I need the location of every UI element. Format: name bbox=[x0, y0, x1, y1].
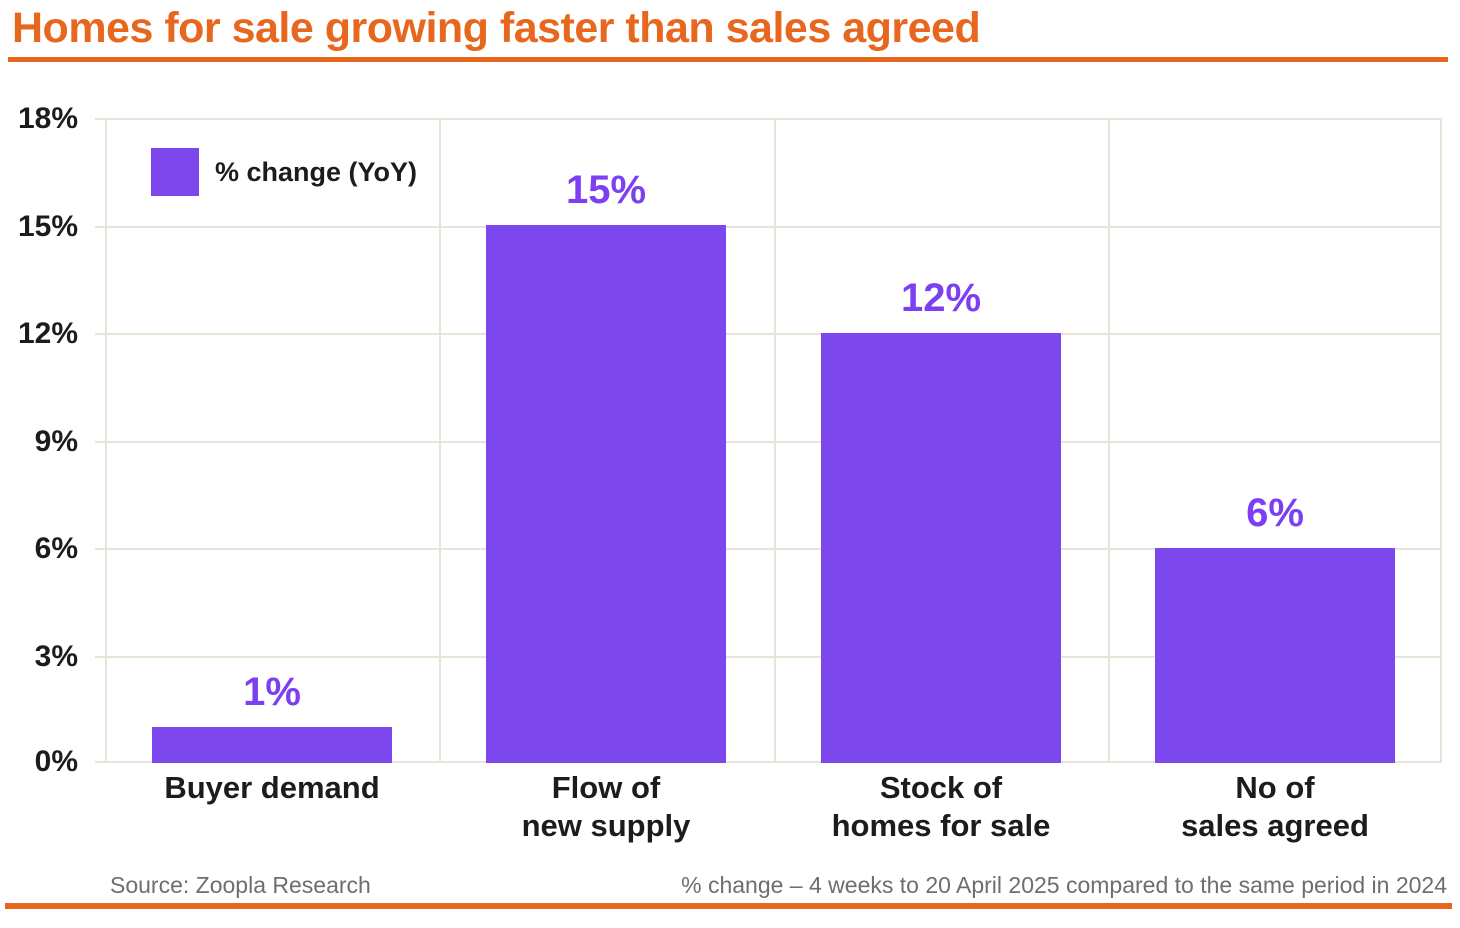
bar-1 bbox=[152, 727, 392, 763]
x-category-label-1: Buyer demand bbox=[164, 770, 380, 805]
y-axis-tick bbox=[95, 548, 105, 550]
chart-title: Homes for sale growing faster than sales… bbox=[12, 4, 981, 52]
gridline-h-15 bbox=[105, 226, 1442, 228]
y-tick-label: 12% bbox=[17, 317, 78, 350]
y-tick-label: 18% bbox=[17, 102, 78, 135]
y-tick-label: 3% bbox=[34, 640, 78, 673]
source-note: Source: Zoopla Research bbox=[110, 872, 371, 898]
y-axis-tick bbox=[95, 656, 105, 658]
y-axis-line bbox=[105, 118, 107, 763]
y-axis-tick bbox=[95, 761, 105, 763]
y-tick-label: 0% bbox=[34, 745, 78, 778]
y-axis: 0% 3% 6% 9% 12% 15% 18% bbox=[0, 102, 92, 778]
bar-value-label-4: 6% bbox=[1246, 491, 1304, 535]
legend-swatch bbox=[151, 148, 199, 196]
bottom-rule bbox=[5, 903, 1452, 909]
bar-4 bbox=[1155, 548, 1395, 763]
y-axis-tick bbox=[95, 118, 105, 120]
footnote: % change – 4 weeks to 20 April 2025 comp… bbox=[681, 872, 1447, 898]
bar-3 bbox=[821, 333, 1061, 763]
x-category-label-2: Flow of new supply bbox=[521, 770, 691, 843]
gridline-h-18 bbox=[105, 118, 1442, 120]
bar-2 bbox=[486, 225, 726, 763]
y-tick-label: 6% bbox=[34, 532, 78, 565]
chart-legend: % change (YoY) bbox=[151, 148, 417, 196]
gridline-h-3 bbox=[105, 656, 1442, 658]
title-rule bbox=[8, 57, 1448, 62]
y-axis-tick bbox=[95, 333, 105, 335]
gridline-v-2 bbox=[774, 118, 776, 763]
x-category-label-4: No of sales agreed bbox=[1181, 770, 1369, 843]
gridline-h-12 bbox=[105, 333, 1442, 335]
bar-value-label-1: 1% bbox=[243, 670, 301, 714]
y-tick-label: 9% bbox=[34, 425, 78, 458]
plot-area: % change (YoY) 1% 15% 12% 6% bbox=[95, 118, 1442, 763]
gridline-h-6 bbox=[105, 548, 1442, 550]
gridline-h-9 bbox=[105, 441, 1442, 443]
bar-value-label-2: 15% bbox=[565, 168, 647, 212]
y-tick-label: 15% bbox=[17, 210, 78, 243]
x-category-label-3: Stock of homes for sale bbox=[831, 770, 1051, 843]
y-axis-tick bbox=[95, 441, 105, 443]
gridline-v-1 bbox=[439, 118, 441, 763]
plot-right-border bbox=[1440, 118, 1442, 763]
gridline-h-0 bbox=[105, 761, 1442, 763]
x-axis-labels: Buyer demand Flow of new supply Stock of h… bbox=[105, 769, 1442, 861]
legend-label: % change (YoY) bbox=[215, 156, 418, 187]
bar-value-label-3: 12% bbox=[900, 276, 982, 320]
y-axis-tick bbox=[95, 226, 105, 228]
gridline-v-3 bbox=[1108, 118, 1110, 763]
